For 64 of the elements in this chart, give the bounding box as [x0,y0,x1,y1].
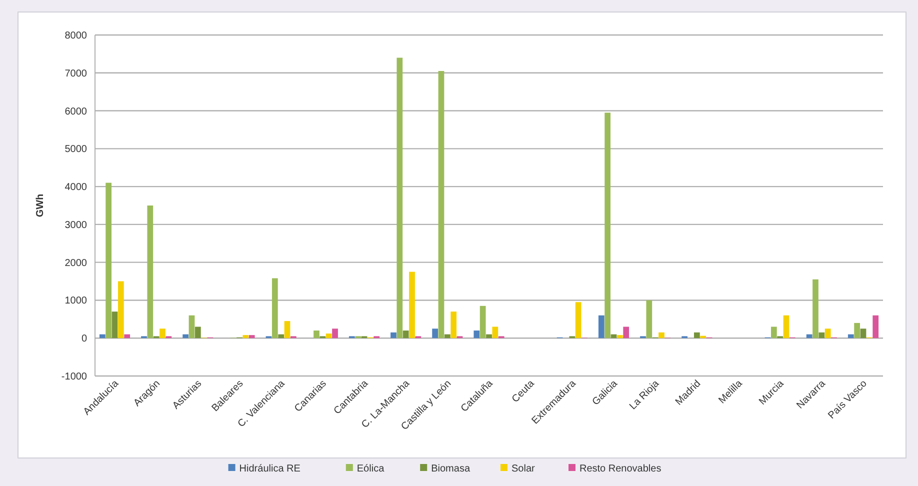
y-tick-label: 0 [81,334,88,345]
bar [99,334,106,338]
bar [824,328,831,338]
y-tick-label: 6000 [64,106,88,118]
bar [124,334,130,338]
bar [492,326,498,338]
bar [248,335,255,338]
bar [278,334,284,338]
y-tick-label: -1000 [61,372,88,382]
bar [623,326,630,338]
y-tick-label: 3000 [64,220,88,231]
y-tick-label: 2000 [64,258,88,269]
legend-label: Eólica [356,464,385,474]
bar [604,112,611,338]
bar [860,328,866,338]
y-tick-label: 4000 [64,182,88,194]
bar [872,315,879,338]
bar [438,70,444,338]
bar [390,332,396,338]
bar [848,334,854,338]
legend-label: Hidráulica RE [239,464,301,474]
bar [486,334,492,338]
bar [118,281,124,338]
y-tick-label: 1000 [64,296,88,307]
y-tick-label: 5000 [64,144,88,156]
bar [284,321,290,338]
bar [402,330,409,338]
bar [112,312,118,338]
bar [450,312,457,338]
y-tick-label: 8000 [64,30,88,42]
bar [783,315,790,338]
legend-label: Solar [512,464,536,474]
bar [770,326,777,338]
y-axis-title: GWh [35,194,46,218]
bar [409,272,415,338]
bar [658,332,664,338]
bar [700,336,706,338]
bar [106,182,112,338]
bar [694,332,700,338]
bar [432,328,438,338]
bar [188,315,195,338]
legend-label: Resto Renovables [580,464,662,474]
bar [332,328,338,338]
bar [194,326,201,338]
bar [854,322,860,338]
bar [242,335,249,338]
bar [444,334,450,338]
bar [474,330,480,338]
bar [598,315,604,338]
legend-label: Biomasa [431,464,470,474]
bar [812,279,818,338]
bar [272,278,278,338]
bar [646,300,652,338]
y-tick-label: 7000 [64,68,88,80]
bar [160,328,166,338]
bar [616,335,623,338]
bar [480,306,486,338]
bar [314,330,320,338]
bar [326,334,332,338]
bar [182,334,188,338]
bar [147,206,154,338]
bar [575,302,582,338]
bar [818,332,825,338]
bar [396,58,403,338]
